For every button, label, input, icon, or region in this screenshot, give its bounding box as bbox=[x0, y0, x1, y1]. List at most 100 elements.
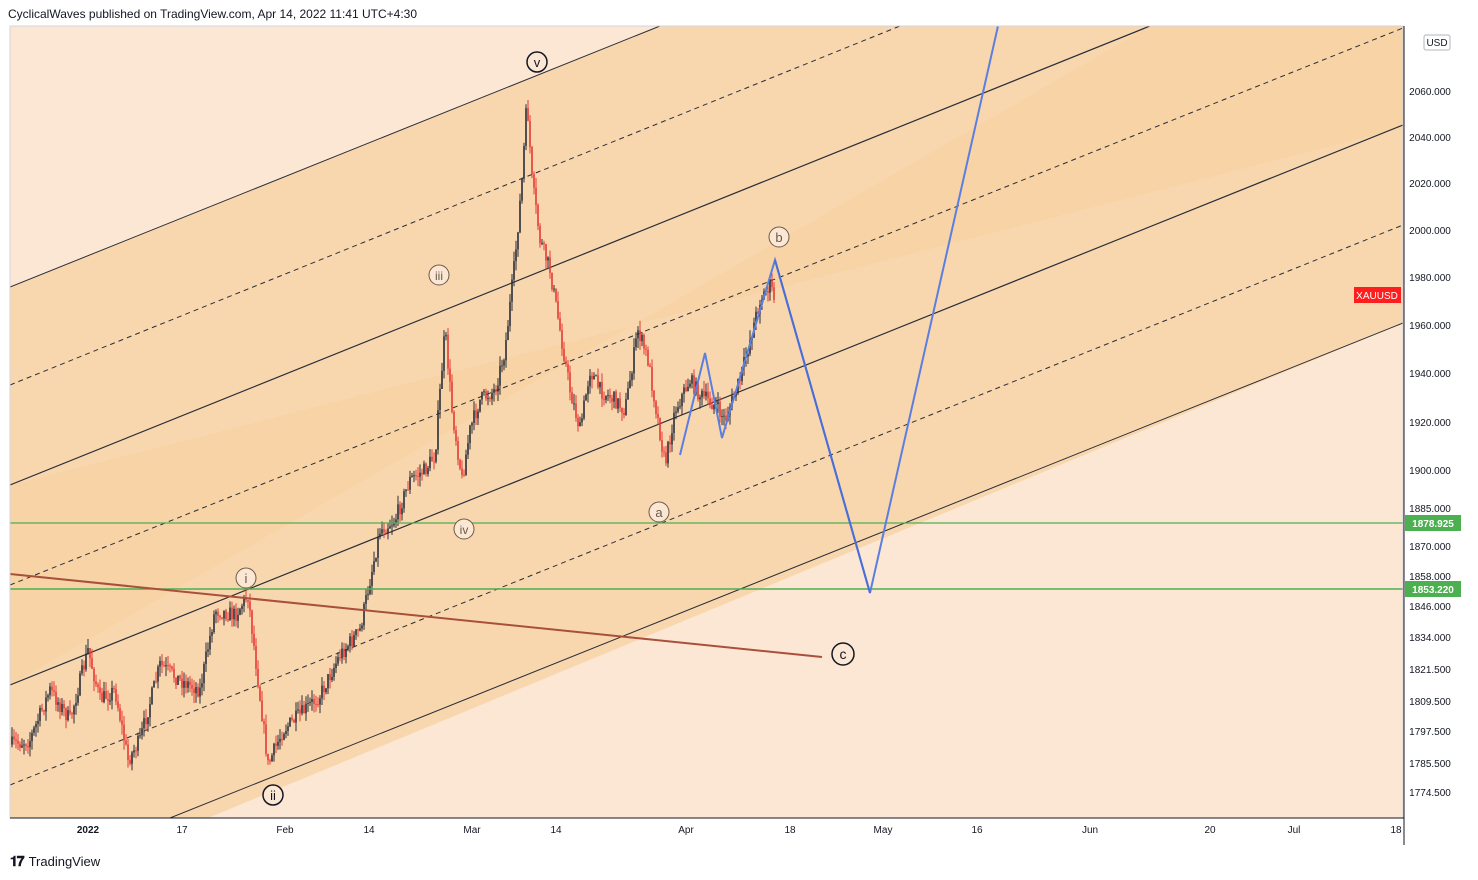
candle-body bbox=[217, 611, 219, 616]
candle-body bbox=[667, 441, 669, 464]
candle-body bbox=[505, 340, 507, 361]
candle-body bbox=[343, 648, 345, 658]
candle-body bbox=[725, 415, 727, 421]
candle-body bbox=[145, 718, 147, 725]
y-tick-label: 1797.500 bbox=[1409, 727, 1451, 738]
candle-body bbox=[579, 422, 581, 427]
candle-body bbox=[619, 398, 621, 408]
candle-body bbox=[477, 411, 479, 419]
candle-body bbox=[333, 667, 335, 677]
trendline-declining[interactable] bbox=[10, 573, 823, 658]
candle-body bbox=[565, 361, 567, 365]
candle-body bbox=[623, 412, 625, 415]
wave-label-ii[interactable]: ii bbox=[262, 784, 284, 806]
candle-body bbox=[241, 606, 243, 609]
candle-body bbox=[487, 398, 489, 400]
candle-body bbox=[189, 681, 191, 685]
candle-body bbox=[401, 508, 403, 515]
candle-body bbox=[39, 707, 41, 721]
y-tick-label: 2060.000 bbox=[1409, 87, 1451, 98]
candle-body bbox=[255, 646, 257, 669]
tradingview-logo-icon: 𝟏𝟕 bbox=[10, 853, 25, 869]
channel-fill-lower bbox=[10, 128, 1403, 818]
candle-body bbox=[77, 695, 79, 703]
price-axis[interactable]: 1774.500 1785.500 1797.500 1809.500 1821.500… bbox=[1354, 26, 1461, 845]
candle-body bbox=[283, 733, 285, 740]
candle-body bbox=[153, 681, 155, 688]
candle-body bbox=[301, 705, 303, 714]
candle-body bbox=[297, 709, 299, 711]
candle-body bbox=[699, 397, 701, 400]
candle-body bbox=[537, 204, 539, 226]
candle-body bbox=[299, 709, 301, 714]
candle-body bbox=[489, 398, 491, 400]
candle-body bbox=[355, 629, 357, 636]
candle-body bbox=[711, 405, 713, 410]
candle-body bbox=[127, 744, 129, 760]
candle-body bbox=[267, 753, 269, 761]
candle-body bbox=[253, 633, 255, 647]
candle-body bbox=[135, 750, 137, 752]
candle-body bbox=[721, 416, 723, 418]
candle-body bbox=[263, 721, 265, 725]
candle-body bbox=[571, 392, 573, 404]
wave-label-iv[interactable]: iv bbox=[453, 518, 475, 540]
candle-body bbox=[591, 375, 593, 380]
price-chart[interactable]: i ii iii iv v a b c bbox=[0, 0, 1478, 850]
candle-body bbox=[469, 425, 471, 444]
candle-body bbox=[649, 365, 651, 367]
wave-label-a-text: a bbox=[655, 505, 663, 520]
candle-body bbox=[609, 394, 611, 399]
candle-body bbox=[59, 702, 61, 713]
wave-label-c[interactable]: c bbox=[831, 642, 855, 666]
currency-badge[interactable]: USD bbox=[1423, 34, 1451, 51]
candle-body bbox=[717, 401, 719, 405]
candle-body bbox=[583, 400, 585, 419]
candle-body bbox=[665, 452, 667, 464]
candle-body bbox=[17, 740, 19, 744]
candle-body bbox=[517, 232, 519, 250]
candle-body bbox=[303, 705, 305, 714]
candle-body bbox=[293, 719, 295, 723]
projection-path-segment[interactable] bbox=[774, 259, 871, 594]
candle-body bbox=[535, 187, 537, 205]
y-tick-label: 1774.500 bbox=[1409, 788, 1451, 799]
footer-brand[interactable]: 𝟏𝟕 TradingView bbox=[10, 853, 100, 870]
candle-body bbox=[443, 336, 445, 371]
candle-body bbox=[691, 375, 693, 384]
wave-label-v[interactable]: v bbox=[526, 51, 548, 73]
candle-body bbox=[165, 665, 167, 667]
wave-label-a[interactable]: a bbox=[648, 501, 670, 523]
candle-body bbox=[337, 657, 339, 664]
candle-body bbox=[173, 668, 175, 678]
candle-body bbox=[677, 407, 679, 412]
candle-body bbox=[719, 401, 721, 417]
candle-body bbox=[275, 743, 277, 746]
candle-body bbox=[51, 686, 53, 691]
candle-body bbox=[69, 710, 71, 714]
wave-label-iii[interactable]: iii bbox=[428, 264, 450, 286]
x-tick-label: 14 bbox=[550, 825, 562, 836]
candle-body bbox=[359, 628, 361, 631]
projection-path-small[interactable] bbox=[679, 26, 999, 594]
candle-body bbox=[527, 108, 529, 121]
candle-body bbox=[261, 700, 263, 722]
candle-body bbox=[449, 368, 451, 382]
candle-body bbox=[155, 681, 157, 683]
x-tick-label: 17 bbox=[176, 825, 188, 836]
wave-label-b[interactable]: b bbox=[768, 226, 790, 248]
x-tick-label: 14 bbox=[363, 825, 375, 836]
candle-body bbox=[203, 663, 205, 684]
candle-body bbox=[323, 685, 325, 693]
time-axis[interactable]: 2022 17 Feb 14 Mar 14 Apr 18 May 16 Jun 20 Jul 18 bbox=[10, 817, 1404, 836]
y-tick-label: 1885.000 bbox=[1409, 504, 1451, 515]
y-tick-label: 1980.000 bbox=[1409, 273, 1451, 284]
wave-label-c-text: c bbox=[840, 646, 847, 662]
wave-label-i[interactable]: i bbox=[235, 567, 257, 589]
candle-body bbox=[289, 717, 291, 727]
candle-body bbox=[675, 411, 677, 413]
candle-body bbox=[541, 242, 543, 244]
candle-body bbox=[209, 635, 211, 650]
y-tick-label: 1900.000 bbox=[1409, 466, 1451, 477]
candle-body bbox=[433, 461, 435, 463]
